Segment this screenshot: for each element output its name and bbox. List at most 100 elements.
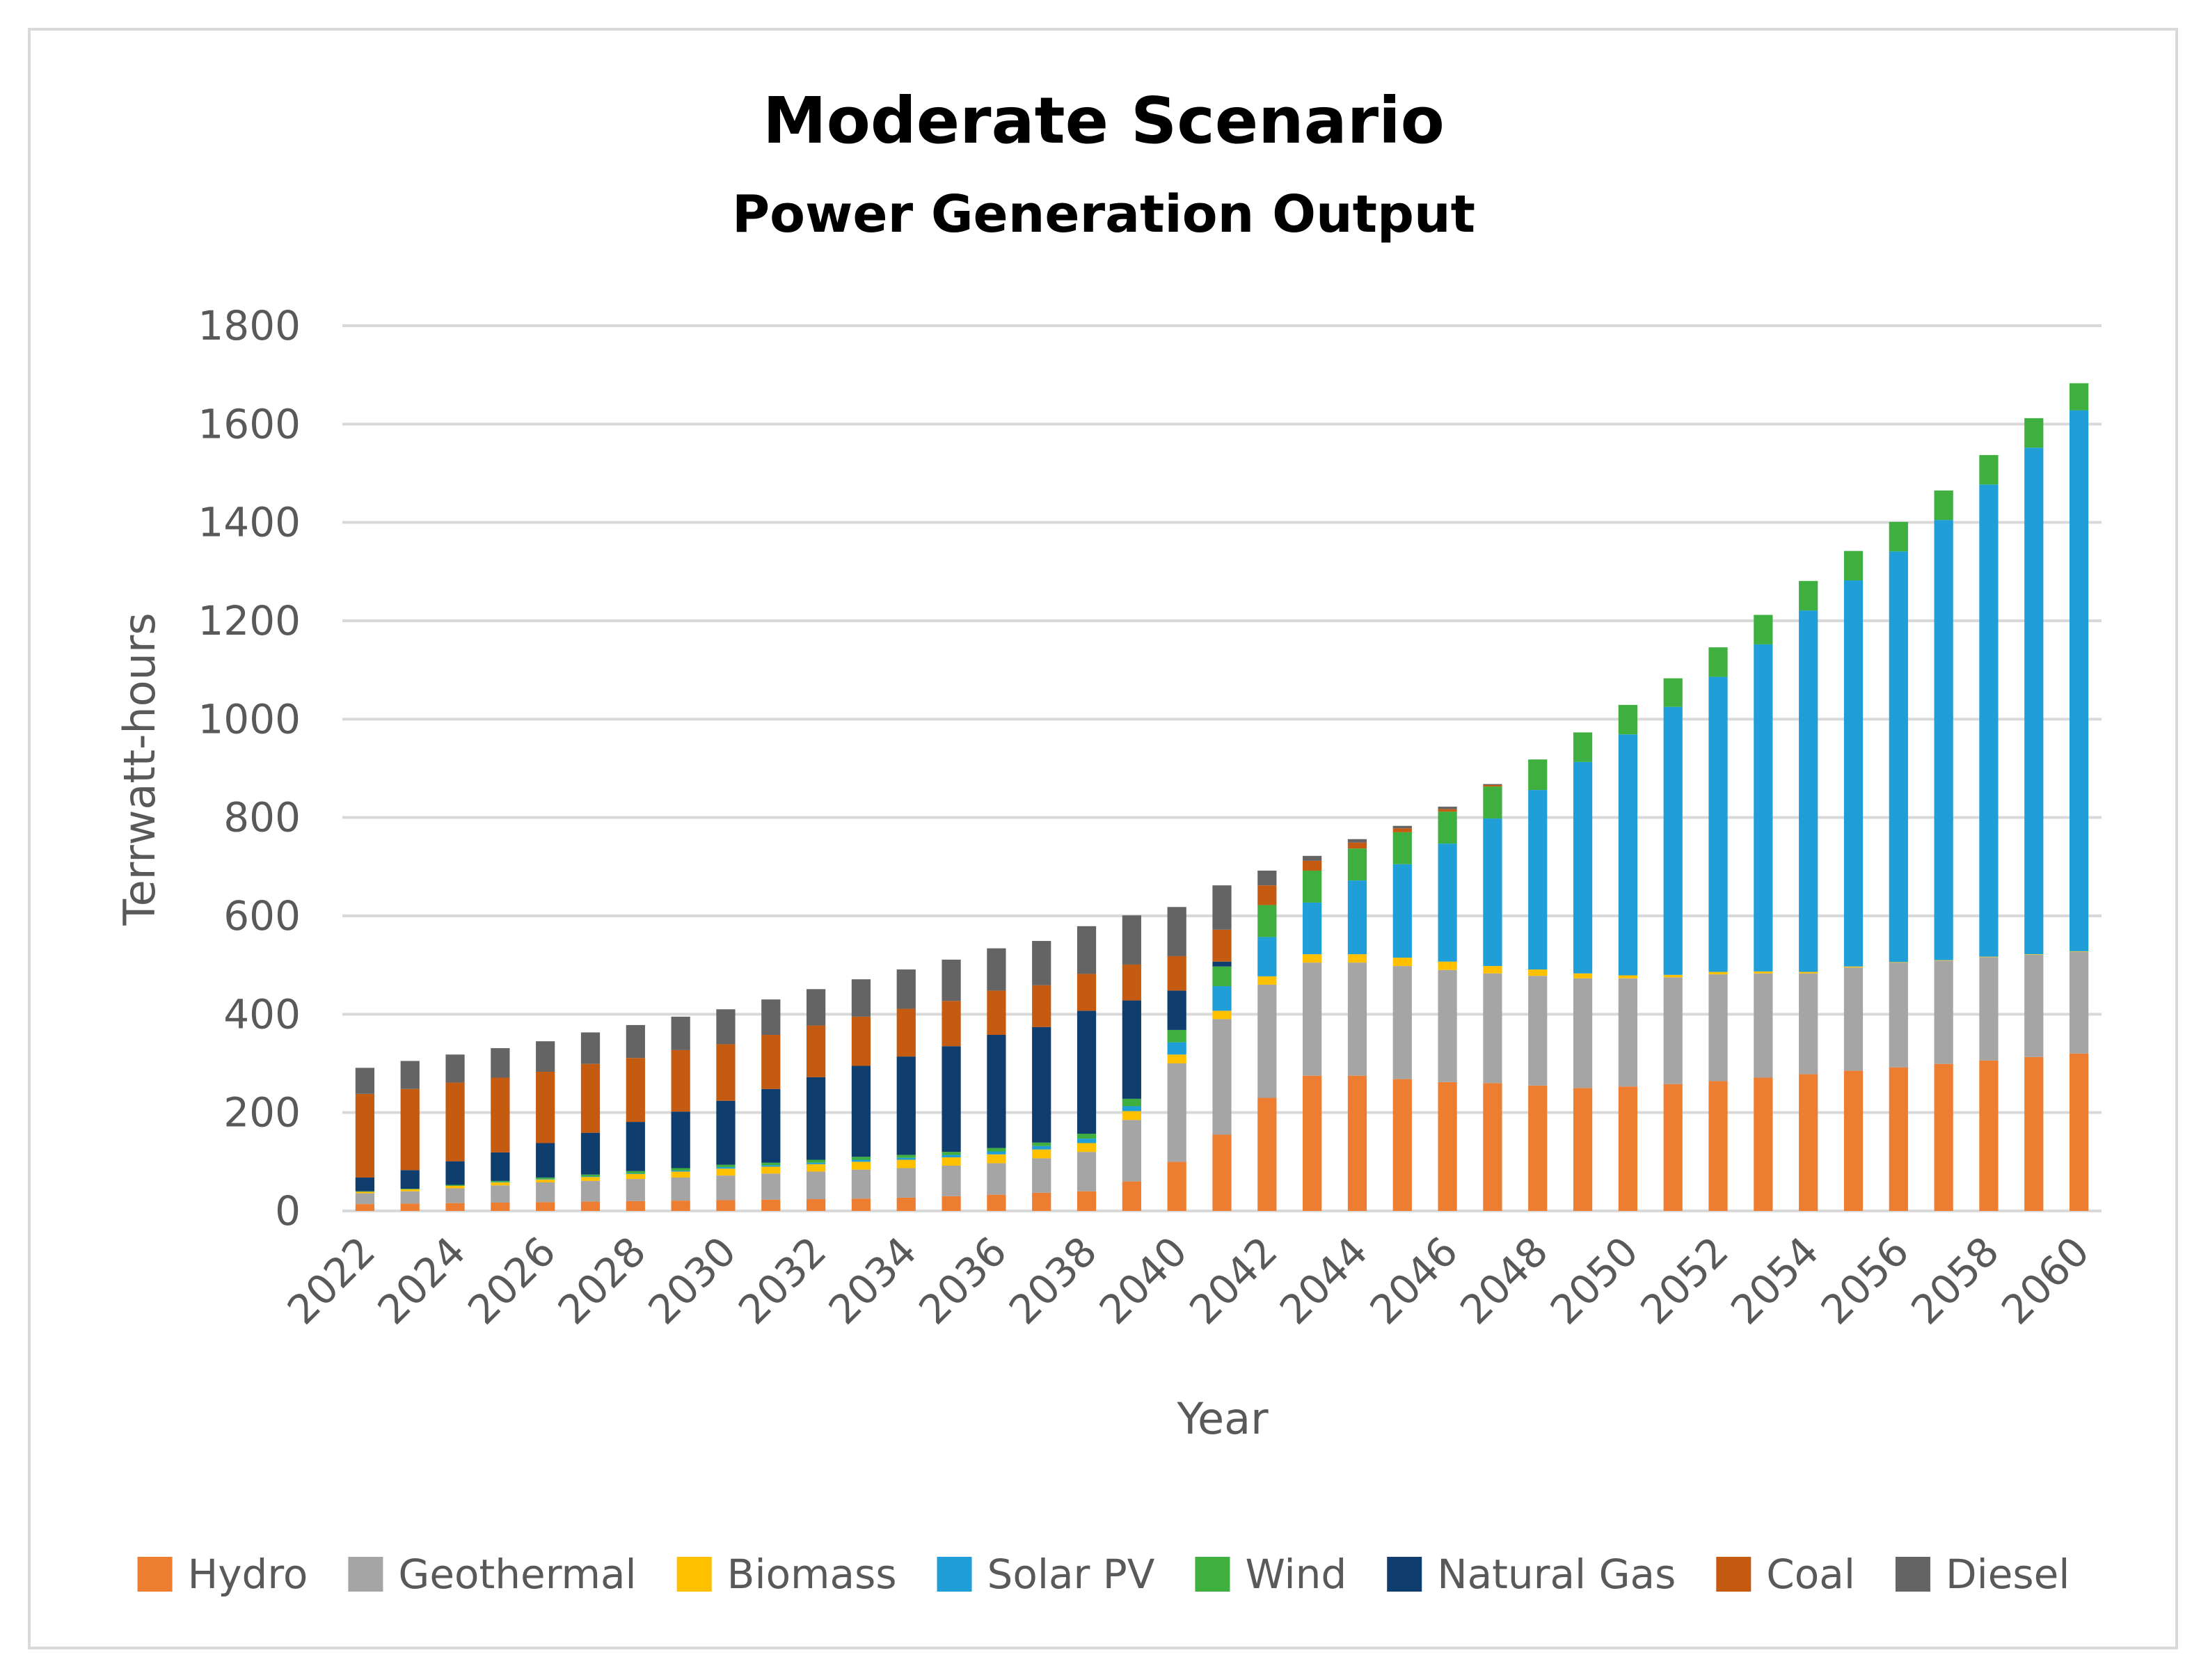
bar-biomass-2038 [1077,1143,1097,1152]
bar-diesel-2022 [355,1068,375,1094]
bar-solar-pv-2055 [1843,580,1864,967]
bar-geothermal-2030 [716,1175,736,1200]
bar-geothermal-2029 [671,1177,690,1201]
bar-coal-2027 [580,1063,601,1133]
bar-stack-2040 [1167,907,1186,1211]
bar-wind-2051 [1663,678,1683,707]
bar-stack-2044 [1347,839,1367,1211]
bar-hydro-2032 [807,1199,826,1211]
bar-coal-2041 [1212,929,1232,962]
bar-diesel-2038 [1077,926,1097,974]
bar-solar-pv-2032 [807,1162,826,1164]
bar-hydro-2038 [1077,1191,1097,1211]
bar-diesel-2026 [536,1041,555,1072]
bar-hydro-2046 [1438,1081,1457,1211]
bar-stack-2041 [1212,885,1232,1211]
bar-hydro-2058 [1979,1060,1999,1211]
bar-coal-2038 [1077,974,1097,1011]
bar-diesel-2037 [1032,941,1051,985]
bar-diesel-2047 [1483,784,1502,786]
bar-coal-2047 [1483,785,1502,787]
bar-geothermal-2042 [1257,984,1277,1098]
bar-biomass-2053 [1754,971,1773,974]
bar-geothermal-2022 [355,1193,375,1205]
bar-wind-2055 [1843,550,1864,581]
bar-stack-2055 [1843,550,1864,1211]
legend-item-hydro: Hydro [137,1551,308,1598]
y-tick-label: 1200 [198,597,301,644]
bar-coal-2023 [400,1088,420,1171]
bar-stack-2027 [580,1032,601,1211]
bar-biomass-2028 [626,1174,645,1180]
bar-coal-2046 [1438,809,1457,812]
x-tick-label: 2038 [1000,1228,1106,1333]
bar-wind-2032 [807,1159,826,1163]
bar-wind-2044 [1347,848,1367,881]
bar-solar-pv-2042 [1257,937,1277,976]
legend-label-hydro: Hydro [188,1551,308,1598]
bar-biomass-2024 [445,1185,465,1189]
bar-geothermal-2044 [1347,962,1367,1076]
bar-natural-gas-2040 [1167,990,1186,1030]
bar-geothermal-2039 [1122,1120,1141,1182]
y-axis-title: Terrwatt-hours [114,612,165,926]
bar-geothermal-2037 [1032,1158,1051,1193]
y-tick-label: 400 [223,990,301,1038]
bar-hydro-2034 [896,1197,916,1211]
bar-solar-pv-2050 [1618,734,1637,976]
bar-hydro-2059 [2024,1056,2044,1211]
bar-biomass-2025 [491,1182,510,1186]
bar-hydro-2040 [1167,1162,1186,1211]
x-tick-label: 2030 [639,1228,745,1333]
bar-solar-pv-2030 [716,1167,736,1169]
bar-solar-pv-2059 [2024,447,2044,955]
bar-stack-2039 [1122,915,1141,1211]
bar-natural-gas-2034 [896,1056,916,1155]
bar-natural-gas-2038 [1077,1011,1097,1134]
bar-biomass-2052 [1708,972,1728,975]
bar-geothermal-2031 [761,1173,781,1200]
bar-natural-gas-2036 [987,1035,1006,1148]
bar-coal-2036 [987,990,1006,1036]
bar-biomass-2026 [536,1179,555,1183]
bar-hydro-2022 [355,1204,375,1211]
x-tick-label: 2050 [1541,1228,1647,1333]
x-tick-label: 2052 [1631,1228,1737,1333]
bar-hydro-2050 [1618,1086,1637,1211]
bar-diesel-2024 [445,1054,465,1083]
bar-hydro-2042 [1257,1097,1277,1211]
chart-subtitle: Power Generation Output [732,184,1475,244]
bar-hydro-2026 [536,1202,555,1211]
bar-wind-2024 [445,1184,465,1186]
bar-natural-gas-2031 [761,1088,781,1163]
bar-geothermal-2024 [445,1188,465,1203]
y-tick-label: 600 [223,892,301,940]
bar-solar-pv-2049 [1573,761,1593,974]
bar-biomass-2030 [716,1168,736,1176]
bar-coal-2044 [1347,842,1367,849]
bar-coal-2028 [626,1058,645,1123]
bar-wind-2038 [1077,1134,1097,1139]
x-tick-label: 2034 [820,1228,926,1333]
bar-solar-pv-2026 [536,1179,555,1180]
bar-hydro-2057 [1934,1063,1953,1211]
bar-stack-2048 [1528,759,1548,1211]
bar-wind-2040 [1167,1029,1186,1043]
x-tick-label: 2040 [1090,1228,1196,1333]
bar-biomass-2029 [671,1171,690,1178]
bar-natural-gas-2030 [716,1100,736,1165]
bar-stack-2060 [2069,383,2089,1211]
bar-geothermal-2023 [400,1191,420,1204]
bar-geothermal-2041 [1212,1019,1232,1135]
bar-stack-2022 [355,1068,375,1211]
bar-biomass-2034 [896,1159,916,1168]
y-tick-label: 1000 [198,695,301,743]
x-tick-label: 2056 [1812,1228,1918,1333]
bar-wind-2060 [2069,383,2089,411]
bar-natural-gas-2029 [671,1111,690,1168]
bar-geothermal-2036 [987,1163,1006,1195]
bar-biomass-2059 [2024,954,2044,955]
legend-label-coal: Coal [1766,1551,1855,1598]
bar-wind-2029 [671,1168,690,1171]
bar-solar-pv-2036 [987,1151,1006,1155]
